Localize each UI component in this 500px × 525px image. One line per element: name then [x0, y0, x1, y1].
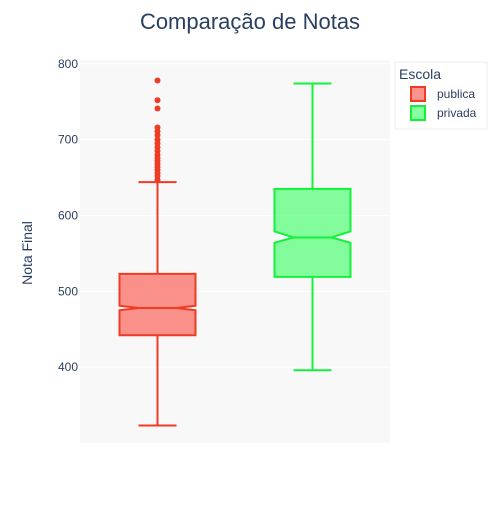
outlier-point	[154, 77, 161, 84]
y-tick-label: 800	[58, 57, 78, 71]
box-privada[interactable]	[273, 82, 352, 372]
outlier-point	[154, 105, 161, 112]
legend-swatch	[410, 86, 426, 102]
box-series	[118, 77, 352, 427]
y-tick-label: 500	[58, 284, 78, 298]
legend-title: Escola	[399, 66, 441, 82]
box-publica[interactable]	[118, 77, 197, 427]
box-body	[118, 272, 197, 337]
y-axis-title: Nota Final	[19, 221, 35, 285]
y-tick-label: 600	[58, 208, 78, 222]
outlier-point	[154, 97, 161, 104]
chart-title: Comparação de Notas	[140, 9, 360, 34]
outlier-point	[154, 136, 161, 143]
outlier-point	[154, 124, 161, 131]
legend-label: privada	[437, 106, 477, 120]
y-axis-ticks: 400 500 600 700 800	[58, 57, 78, 374]
legend[interactable]: Escola publica privada	[394, 61, 488, 130]
y-tick-label: 400	[58, 360, 78, 374]
y-tick-label: 700	[58, 133, 78, 147]
box-body	[273, 187, 352, 278]
legend-item-privada[interactable]: privada	[410, 105, 477, 121]
legend-swatch	[410, 105, 426, 121]
legend-label: publica	[437, 87, 475, 101]
legend-item-publica[interactable]: publica	[410, 86, 475, 102]
